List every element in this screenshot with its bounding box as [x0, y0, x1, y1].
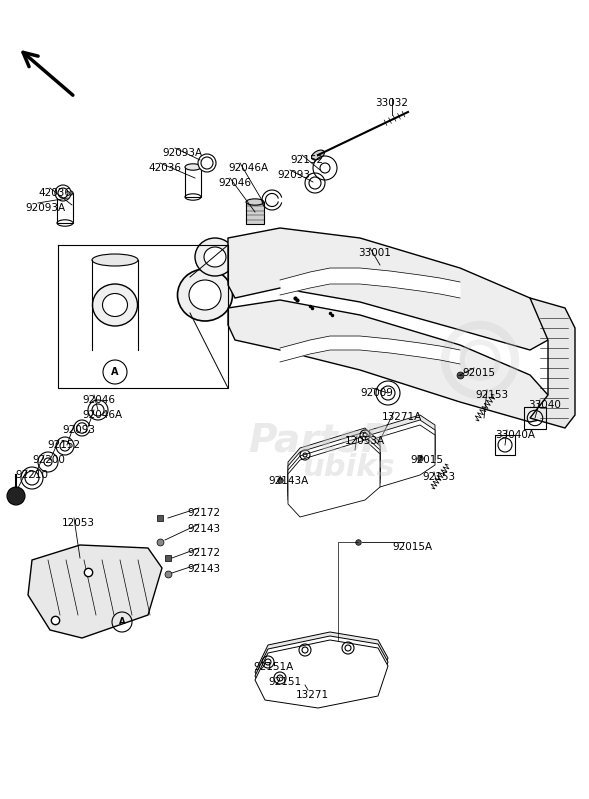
Ellipse shape [312, 150, 325, 160]
Text: PartsR: PartsR [249, 421, 392, 459]
Polygon shape [288, 436, 380, 513]
Text: 92172: 92172 [187, 508, 220, 518]
Circle shape [25, 471, 39, 485]
Text: 92093: 92093 [277, 170, 310, 180]
Ellipse shape [177, 269, 233, 321]
Circle shape [381, 386, 395, 400]
Text: 92046A: 92046A [228, 163, 268, 173]
Text: 92143: 92143 [187, 524, 220, 534]
Circle shape [376, 381, 400, 405]
Ellipse shape [189, 280, 221, 310]
Polygon shape [255, 640, 388, 708]
Ellipse shape [57, 190, 73, 197]
Text: 92015: 92015 [410, 455, 443, 465]
Ellipse shape [92, 254, 138, 266]
Text: 92046: 92046 [82, 395, 115, 405]
Text: A: A [119, 618, 125, 626]
Text: 92153: 92153 [475, 390, 508, 400]
Circle shape [21, 467, 43, 489]
Text: 92172: 92172 [187, 548, 220, 558]
Circle shape [88, 400, 108, 420]
Ellipse shape [195, 238, 235, 276]
Bar [495, 435, 515, 455]
Text: 92046A: 92046A [82, 410, 122, 420]
Text: 92200: 92200 [32, 455, 65, 465]
Polygon shape [288, 428, 380, 505]
Polygon shape [228, 228, 548, 350]
Polygon shape [358, 415, 435, 480]
Text: 92210: 92210 [15, 470, 48, 480]
Ellipse shape [102, 293, 127, 316]
Text: 92015: 92015 [462, 368, 495, 378]
Polygon shape [288, 432, 380, 509]
Text: 92093A: 92093A [162, 148, 202, 158]
Text: 92093: 92093 [62, 425, 95, 435]
Text: 92046: 92046 [218, 178, 251, 188]
Text: 33001: 33001 [358, 248, 391, 258]
Polygon shape [358, 420, 435, 485]
Circle shape [92, 404, 104, 416]
Text: 33032: 33032 [375, 98, 408, 108]
Ellipse shape [92, 284, 137, 326]
Text: 33040: 33040 [528, 400, 561, 410]
Ellipse shape [204, 247, 226, 267]
Text: 13271: 13271 [296, 690, 329, 700]
Bar [57, 193, 73, 223]
Text: 92015A: 92015A [392, 542, 432, 552]
Text: 92143: 92143 [187, 564, 220, 574]
Circle shape [7, 487, 25, 505]
Polygon shape [288, 440, 380, 517]
Polygon shape [28, 545, 162, 638]
Text: 92093A: 92093A [25, 203, 65, 213]
Text: 92143A: 92143A [268, 476, 308, 486]
Text: 12053: 12053 [62, 518, 95, 528]
Text: A: A [111, 367, 119, 377]
Polygon shape [530, 298, 575, 428]
Text: 92152: 92152 [47, 440, 80, 450]
Text: 13271A: 13271A [382, 412, 422, 422]
Polygon shape [358, 425, 435, 490]
Circle shape [58, 188, 68, 198]
Polygon shape [255, 636, 388, 704]
Text: 92151A: 92151A [253, 662, 293, 672]
Polygon shape [228, 300, 548, 422]
Bar [524, 407, 546, 429]
Bar [185, 167, 201, 197]
Text: 92153: 92153 [422, 472, 455, 482]
Ellipse shape [185, 164, 201, 170]
Text: 42036: 42036 [38, 188, 71, 198]
Text: ubiks: ubiks [302, 454, 394, 483]
Text: 92152: 92152 [290, 155, 323, 165]
Circle shape [198, 154, 216, 172]
Text: 12053A: 12053A [345, 436, 385, 446]
Circle shape [55, 185, 71, 201]
Text: 33040A: 33040A [495, 430, 535, 440]
Text: 92151: 92151 [268, 677, 301, 687]
Circle shape [201, 157, 213, 169]
Bar [246, 202, 264, 224]
Text: 42036: 42036 [148, 163, 181, 173]
Polygon shape [255, 632, 388, 700]
Text: 92009: 92009 [360, 388, 393, 398]
Ellipse shape [246, 199, 264, 205]
